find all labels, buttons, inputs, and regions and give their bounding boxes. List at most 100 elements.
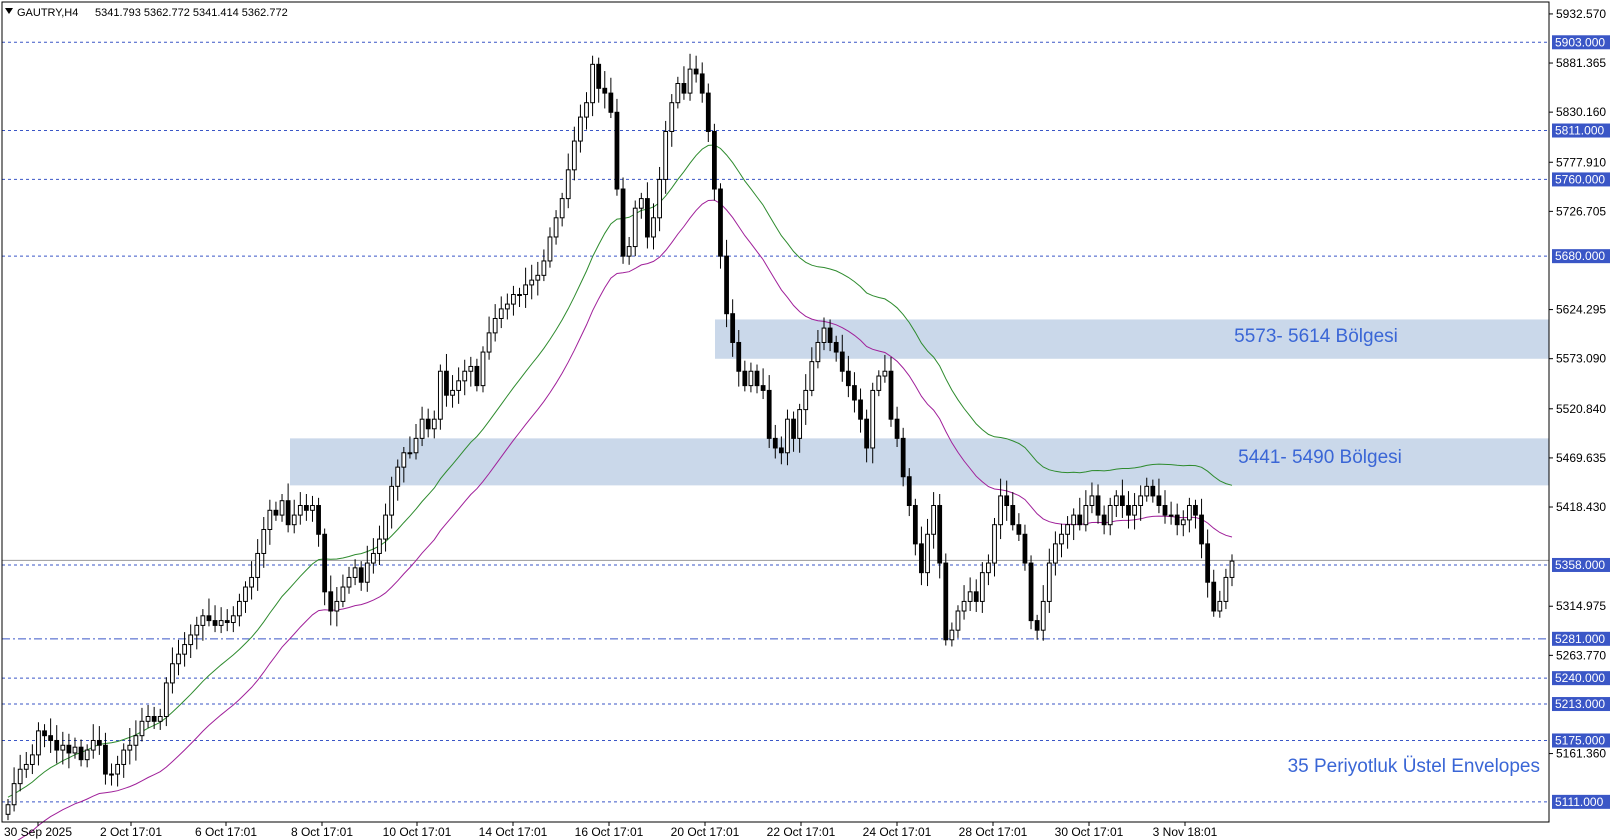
candle-body [151, 716, 157, 722]
candle-body [535, 274, 541, 281]
candle-body [206, 615, 212, 622]
y-tick-label: 5881.365 [1556, 56, 1606, 70]
candle-body [925, 533, 930, 574]
candle-body [243, 586, 248, 602]
candle-body [870, 389, 876, 449]
candle-body [492, 317, 498, 334]
x-tick-label: 2 Oct 17:01 [100, 825, 162, 839]
candle-body [687, 68, 693, 94]
candle-body [1211, 581, 1217, 612]
candle-body [474, 365, 480, 387]
candle-body [919, 543, 924, 574]
candle-body [255, 552, 261, 578]
candle-body [645, 198, 650, 238]
x-tick-label: 22 Oct 17:01 [767, 825, 836, 839]
level-price-tag [1552, 671, 1610, 686]
candle-body [852, 385, 857, 401]
level-price-tag [1552, 249, 1610, 264]
candle-body [632, 207, 638, 248]
candle-body [334, 600, 340, 612]
candle-body [1010, 505, 1016, 526]
candle-body [468, 365, 474, 372]
candle-body [358, 567, 364, 583]
level-price-tag [1552, 733, 1610, 748]
candle-body [565, 169, 571, 200]
candle-body [1004, 495, 1010, 507]
candle-body [602, 87, 608, 94]
candle-body [182, 644, 187, 655]
candle-body [1095, 495, 1101, 516]
level-price-label: 5240.000 [1555, 671, 1605, 685]
candle-body [431, 418, 437, 430]
y-tick-label: 5469.635 [1556, 451, 1606, 465]
candle-body [419, 418, 425, 439]
candle-body [626, 246, 632, 257]
candle-body [973, 591, 979, 602]
candle-body [730, 313, 736, 343]
candle-body [29, 754, 35, 765]
candle-body [425, 418, 431, 430]
y-tick-label: 5777.910 [1556, 155, 1606, 169]
candle-body [608, 92, 614, 113]
candle-body [1107, 505, 1113, 526]
candle-body [523, 284, 528, 296]
candle-body [1144, 485, 1150, 497]
candle-body [754, 370, 760, 387]
candle-body [1193, 505, 1198, 516]
candle-body [766, 389, 772, 439]
candle-body [444, 370, 449, 396]
candle-body [937, 505, 943, 564]
candle-body [237, 600, 242, 617]
candle-body [364, 562, 370, 583]
candle-body [803, 389, 809, 411]
candle-body [1120, 495, 1125, 507]
level-price-label: 5175.000 [1555, 733, 1605, 747]
level-price-label: 5903.000 [1555, 35, 1605, 49]
y-tick-label: 5624.295 [1556, 303, 1606, 317]
level-price-label: 5213.000 [1555, 697, 1605, 711]
candle-body [736, 341, 742, 372]
candle-body [90, 739, 96, 751]
candle-body [389, 485, 395, 516]
candle-body [127, 744, 133, 751]
candle-body [949, 629, 955, 641]
y-tick-label: 5726.705 [1556, 204, 1606, 218]
candle-body [273, 509, 279, 516]
dropdown-triangle-icon[interactable] [5, 8, 13, 14]
candle-body [718, 188, 723, 257]
candle-body [961, 600, 967, 612]
candle-body [48, 735, 54, 741]
candle-body [60, 744, 66, 751]
candle-body [772, 437, 778, 449]
candle-body [54, 739, 60, 751]
candle-body [78, 746, 84, 761]
candle-body [1217, 600, 1223, 612]
candle-body [778, 447, 784, 454]
price-axis: 5932.570 5881.365 5830.160 5777.910 5726.705… [1549, 7, 1610, 809]
candle-body [614, 111, 620, 190]
y-tick-label: 5263.770 [1556, 648, 1606, 662]
candle-body [383, 514, 388, 540]
x-tick-label: 3 Nov 18:01 [1153, 825, 1218, 839]
candle-body [724, 255, 729, 315]
candle-body [352, 567, 358, 578]
candle-body [742, 370, 748, 387]
candle-body [986, 562, 991, 574]
level-price-label: 5281.000 [1555, 632, 1605, 646]
candle-body [145, 716, 151, 722]
candle-body [498, 308, 504, 319]
candle-body [821, 327, 827, 343]
candle-body [267, 509, 273, 530]
y-tick-label: 5830.160 [1556, 105, 1606, 119]
candle-body [480, 351, 486, 387]
candle-body [1089, 495, 1095, 507]
candle-body [413, 437, 419, 454]
candle-body [17, 768, 23, 785]
envelope-lower-line [17, 199, 1233, 840]
level-price-label: 5358.000 [1555, 558, 1605, 572]
level-price-tag [1552, 35, 1610, 50]
candle-body [931, 505, 936, 535]
candle-body [979, 572, 985, 602]
y-tick-label: 5573.090 [1556, 352, 1606, 366]
